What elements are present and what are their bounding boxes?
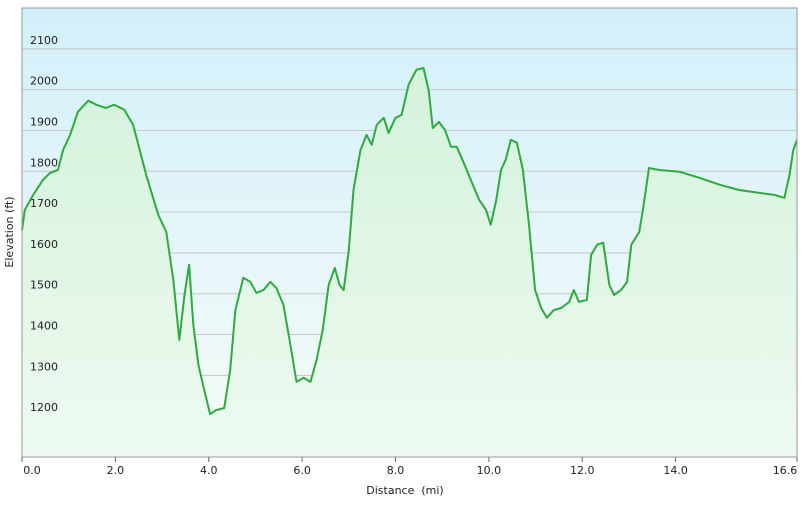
x-tick-label: 10.0 <box>477 464 502 477</box>
y-tick-label: 1900 <box>30 115 58 128</box>
y-tick-label: 1500 <box>30 279 58 292</box>
x-tick-label: 12.0 <box>570 464 595 477</box>
x-tick-label: 16.6 <box>773 464 798 477</box>
y-tick-label: 1700 <box>30 197 58 210</box>
x-tick-label: 14.0 <box>663 464 688 477</box>
y-axis-label: Elevation (ft) <box>3 196 16 267</box>
area-fill <box>22 68 797 457</box>
y-tick-label: 1200 <box>30 401 58 414</box>
y-tick-label: 1800 <box>30 156 58 169</box>
x-tick-label: 6.0 <box>293 464 311 477</box>
x-tick-label: 4.0 <box>200 464 218 477</box>
x-axis-label: Distance (mi) <box>366 484 443 497</box>
y-tick-label: 2000 <box>30 75 58 88</box>
x-tick-label: 2.0 <box>107 464 125 477</box>
y-tick-label: 1600 <box>30 238 58 251</box>
y-tick-label: 1400 <box>30 320 58 333</box>
y-tick-label: 2100 <box>30 34 58 47</box>
x-tick-label: 0.0 <box>23 464 41 477</box>
elevation-line <box>21 67 798 416</box>
y-tick-label: 1300 <box>30 360 58 373</box>
x-tick-label: 8.0 <box>387 464 405 477</box>
plot-frame <box>21 7 798 458</box>
